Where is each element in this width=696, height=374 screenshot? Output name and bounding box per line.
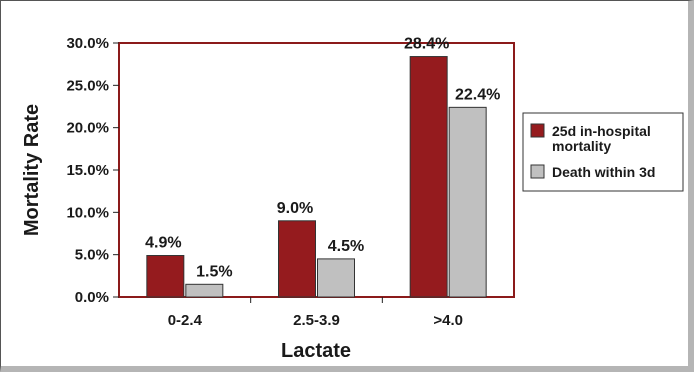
y-tick-label: 5.0% — [75, 247, 109, 264]
bar-in-hospital-mortality — [409, 56, 448, 298]
y-tick-label: 25.0% — [66, 77, 109, 94]
legend-entry-label: mortality — [552, 138, 611, 154]
x-axis-label: Lactate — [281, 340, 351, 362]
data-label: 22.4% — [455, 86, 500, 103]
x-tick-label: >4.0 — [433, 312, 463, 329]
legend-box — [522, 112, 684, 192]
y-axis-label: Mortality Rate — [21, 104, 43, 236]
data-label: 1.5% — [196, 263, 232, 280]
y-tick-label: 0.0% — [75, 289, 109, 306]
legend-entry-label: Death within 3d — [552, 164, 655, 180]
y-tick-label: 30.0% — [66, 35, 109, 52]
y-tick-label: 10.0% — [66, 204, 109, 221]
y-tick-label: 15.0% — [66, 162, 109, 179]
plot-area — [118, 42, 515, 298]
x-tick-label: 2.5-3.9 — [293, 312, 340, 329]
bar-in-hospital-mortality — [146, 255, 185, 298]
bar-death-within-3d — [448, 106, 487, 298]
legend-swatch — [530, 123, 545, 138]
data-label: 28.4% — [404, 36, 449, 53]
bar-death-within-3d — [185, 283, 224, 298]
legend-entry-label: 25d in-hospital — [552, 123, 651, 139]
x-tick-label: 0-2.4 — [168, 312, 203, 329]
legend-swatch — [530, 164, 545, 179]
data-label: 4.5% — [328, 238, 364, 255]
y-tick-label: 20.0% — [66, 120, 109, 137]
data-label: 9.0% — [277, 200, 313, 217]
data-label: 4.9% — [145, 235, 181, 252]
bar-death-within-3d — [317, 258, 355, 298]
bar-in-hospital-mortality — [278, 220, 316, 298]
